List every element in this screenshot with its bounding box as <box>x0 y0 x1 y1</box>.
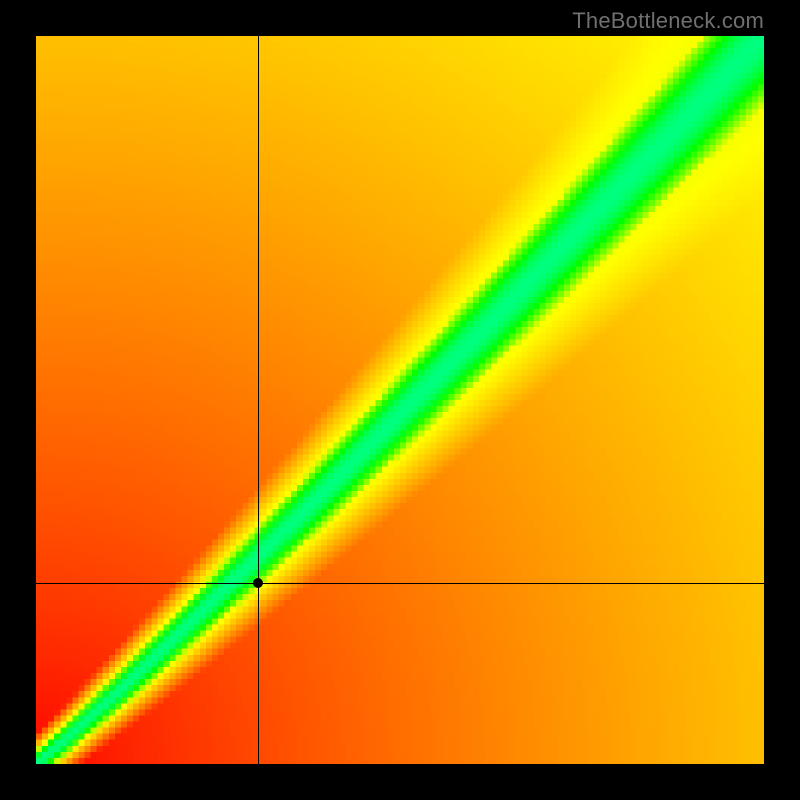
crosshair-vertical <box>258 36 259 764</box>
crosshair-horizontal <box>36 583 764 584</box>
crosshair-marker <box>253 578 263 588</box>
watermark-text: TheBottleneck.com <box>572 8 764 34</box>
heatmap-plot-area <box>36 36 764 764</box>
heatmap-canvas <box>36 36 764 764</box>
